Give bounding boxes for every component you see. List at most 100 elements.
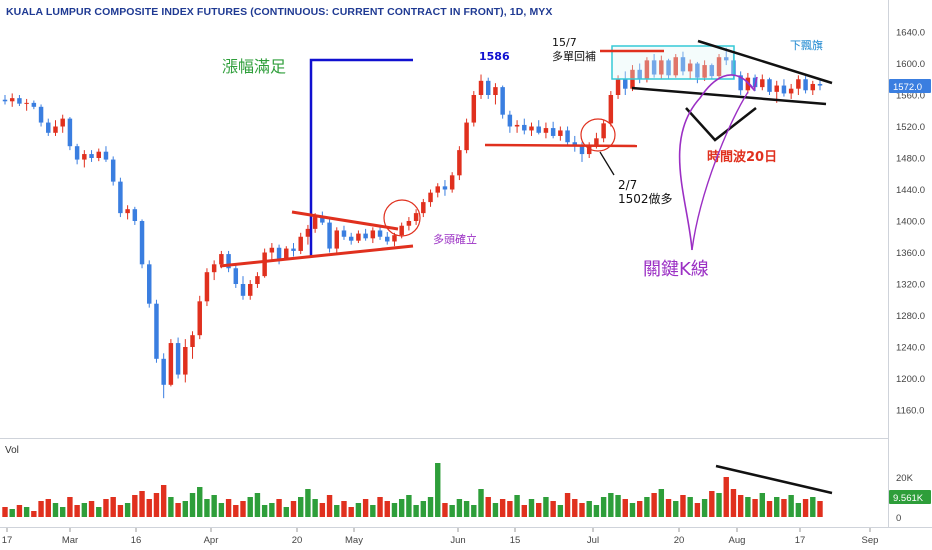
volume-bar bbox=[435, 463, 441, 517]
candle-body bbox=[781, 85, 787, 94]
candle bbox=[226, 250, 231, 273]
candle bbox=[543, 122, 549, 139]
candle bbox=[673, 54, 678, 78]
candle bbox=[608, 91, 614, 127]
volume-bar bbox=[348, 507, 354, 517]
volume-bar bbox=[622, 499, 628, 517]
candle-body bbox=[788, 88, 794, 94]
volume-bar bbox=[752, 499, 758, 517]
volume-bar bbox=[254, 493, 261, 517]
candle-body bbox=[204, 272, 210, 302]
volume-bar bbox=[644, 497, 650, 517]
candle bbox=[442, 180, 448, 196]
candle-body bbox=[298, 236, 303, 251]
volume-bar bbox=[499, 499, 506, 517]
candle-body bbox=[507, 114, 513, 127]
candle bbox=[82, 150, 87, 168]
candle bbox=[356, 230, 361, 244]
candle bbox=[67, 117, 73, 151]
date-2-7-label: 2/7 bbox=[618, 178, 637, 192]
candle-body bbox=[240, 284, 246, 296]
candle-body bbox=[226, 254, 231, 269]
time-tick-label: 17 bbox=[795, 535, 806, 546]
candle bbox=[421, 198, 426, 218]
candle bbox=[190, 331, 195, 359]
candle-body bbox=[219, 254, 224, 265]
candle-body bbox=[284, 248, 289, 259]
candle bbox=[413, 209, 419, 225]
price-tick-label: 1520.0 bbox=[896, 122, 925, 133]
candle bbox=[680, 51, 686, 76]
candle bbox=[103, 146, 109, 162]
candle-body bbox=[536, 126, 541, 133]
candle bbox=[709, 63, 715, 80]
candle bbox=[2, 95, 8, 105]
candle bbox=[132, 206, 138, 225]
time-tick-label: May bbox=[345, 535, 363, 546]
candle bbox=[24, 98, 29, 111]
candle-body bbox=[82, 154, 87, 160]
price-tick-label: 1480.0 bbox=[896, 154, 925, 165]
candle bbox=[46, 118, 51, 136]
volume-bar bbox=[802, 499, 809, 517]
volume-bar bbox=[586, 501, 592, 517]
candle-body bbox=[500, 87, 505, 115]
volume-bar bbox=[74, 505, 80, 517]
volume-bar bbox=[240, 501, 246, 517]
price-tick-label: 1600.0 bbox=[896, 59, 925, 70]
candle-body bbox=[485, 80, 491, 95]
candle-body bbox=[132, 209, 138, 221]
volume-bar bbox=[709, 491, 715, 517]
candle bbox=[514, 120, 520, 133]
candle-body bbox=[709, 65, 715, 77]
volume-bar bbox=[384, 501, 390, 517]
candle-body bbox=[774, 85, 779, 92]
candle bbox=[89, 150, 94, 162]
price-tick-label: 1240.0 bbox=[896, 343, 925, 354]
breakout-circle bbox=[383, 199, 421, 237]
candle-body bbox=[147, 264, 152, 304]
time-axis: 17 Mar 16 Apr 20 May Jun 15 Jul 20 Aug 17 Sep bbox=[2, 528, 878, 546]
volume-bar bbox=[146, 499, 152, 517]
volume-bar bbox=[665, 499, 672, 517]
candle-body bbox=[673, 57, 678, 76]
candle-body bbox=[724, 57, 729, 61]
volume-bar bbox=[305, 489, 311, 517]
candle bbox=[168, 339, 174, 387]
volume-bar bbox=[701, 499, 708, 517]
candle-body bbox=[269, 247, 275, 253]
volume-bar bbox=[153, 493, 160, 517]
time-tick-label: Jul bbox=[587, 535, 599, 546]
candle-body bbox=[118, 181, 123, 214]
candle-body bbox=[89, 154, 94, 158]
volume-bar bbox=[334, 505, 340, 517]
candle-body bbox=[46, 122, 51, 133]
volume-bar bbox=[182, 501, 189, 517]
candle-body bbox=[197, 301, 202, 336]
volume-bar bbox=[52, 503, 59, 517]
candle-body bbox=[276, 247, 282, 259]
volume-bar bbox=[319, 503, 326, 517]
candle bbox=[406, 217, 412, 231]
volume-bar bbox=[795, 503, 802, 517]
volume-bar bbox=[16, 505, 23, 517]
candle bbox=[269, 243, 275, 261]
candle bbox=[529, 122, 534, 136]
volume-bar bbox=[362, 499, 369, 517]
volume-bar bbox=[283, 507, 289, 517]
volume-bar bbox=[117, 505, 124, 517]
candle bbox=[435, 183, 440, 198]
candle bbox=[110, 156, 116, 186]
volume-bar bbox=[759, 493, 766, 517]
candle bbox=[464, 118, 469, 154]
volume-bar bbox=[269, 503, 275, 517]
candle-body bbox=[96, 151, 101, 158]
candle bbox=[370, 227, 376, 244]
volume-bar bbox=[536, 503, 542, 517]
volume-bar bbox=[774, 497, 780, 517]
candle bbox=[175, 337, 181, 379]
candle bbox=[348, 232, 354, 245]
triangle-lower-line bbox=[219, 244, 414, 268]
candle bbox=[687, 59, 693, 80]
